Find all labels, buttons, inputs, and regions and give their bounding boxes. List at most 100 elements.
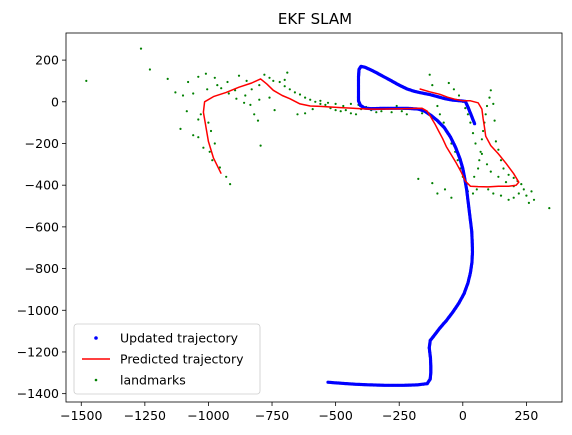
landmark-point xyxy=(268,76,271,79)
y-tick-label: −1200 xyxy=(17,344,59,359)
landmark-point xyxy=(213,76,216,79)
landmark-point xyxy=(208,150,211,153)
landmark-point xyxy=(421,112,424,115)
landmark-point xyxy=(342,104,345,108)
landmark-point xyxy=(226,80,229,84)
legend-item: Predicted trajectory xyxy=(82,352,244,367)
landmark-point xyxy=(311,108,314,111)
landmark-point xyxy=(204,72,207,75)
series-landmarks xyxy=(85,47,551,210)
landmark-point xyxy=(464,107,467,110)
landmark-point xyxy=(502,167,505,170)
landmark-point xyxy=(485,104,489,108)
chart-title: EKF SLAM xyxy=(278,10,352,28)
landmark-point xyxy=(324,103,327,106)
landmark-point xyxy=(447,81,450,85)
landmark-point xyxy=(179,127,182,130)
x-axis-ticks: −1500 −1250 −1000 −750 −500 −250 0 250 xyxy=(60,402,538,423)
legend-label: Updated trajectory xyxy=(120,331,239,346)
landmark-point xyxy=(466,113,469,116)
landmark-point xyxy=(319,102,322,105)
landmark-point xyxy=(479,150,482,153)
landmark-point xyxy=(249,103,252,106)
landmark-point xyxy=(209,129,213,133)
landmark-point xyxy=(245,79,248,82)
landmark-point xyxy=(489,170,492,173)
y-tick-label: 0 xyxy=(51,94,59,109)
legend-label: landmarks xyxy=(120,373,186,388)
series-predicted-trajectory xyxy=(202,78,520,188)
landmark-point xyxy=(286,71,289,74)
landmark-point xyxy=(218,166,221,169)
landmark-point xyxy=(436,104,439,108)
landmark-point xyxy=(288,88,291,91)
landmark-point xyxy=(405,113,408,116)
predicted-trajectory-line xyxy=(202,78,520,188)
landmark-point xyxy=(229,183,232,186)
landmark-point xyxy=(474,142,477,145)
landmark-point xyxy=(309,98,312,101)
y-tick-label: −600 xyxy=(25,219,59,234)
landmark-point xyxy=(428,73,431,76)
landmark-point xyxy=(227,92,230,95)
landmark-point xyxy=(488,96,491,99)
landmark-point xyxy=(202,146,205,149)
x-tick-label: −1500 xyxy=(60,408,102,423)
landmark-point xyxy=(187,80,190,84)
landmark-point xyxy=(296,113,299,116)
y-tick-label: 200 xyxy=(35,53,59,68)
landmark-point xyxy=(493,119,496,122)
landmark-point xyxy=(166,77,169,80)
landmark-point xyxy=(192,92,195,95)
landmark-point xyxy=(207,121,210,124)
landmark-point xyxy=(244,94,247,97)
landmark-point xyxy=(314,100,317,103)
landmark-point xyxy=(181,94,185,97)
landmark-point xyxy=(512,196,515,199)
landmark-point xyxy=(492,102,495,105)
y-tick-label: −800 xyxy=(25,261,59,276)
series-updated-trajectory xyxy=(326,64,477,387)
landmark-point xyxy=(250,88,253,91)
landmark-point xyxy=(512,176,515,179)
landmark-point xyxy=(471,132,475,135)
landmark-point xyxy=(492,192,495,195)
landmark-point xyxy=(278,80,281,84)
landmark-point xyxy=(532,198,536,201)
landmark-point xyxy=(339,110,342,113)
landmark-point xyxy=(456,159,459,162)
landmark-point xyxy=(349,112,352,115)
landmark-point xyxy=(344,109,347,112)
landmark-point xyxy=(283,78,286,81)
landmark-point xyxy=(436,192,439,195)
landmark-point xyxy=(253,113,256,116)
landmark-point xyxy=(293,91,296,94)
landmark-point xyxy=(452,88,455,91)
landmark-point xyxy=(520,183,523,186)
landmark-point xyxy=(206,88,209,91)
landmark-point xyxy=(530,190,533,193)
x-tick-label: −1250 xyxy=(124,408,166,423)
landmark-point xyxy=(304,112,307,115)
landmark-point xyxy=(443,188,447,191)
landmark-point xyxy=(473,175,476,178)
landmark-point xyxy=(225,175,228,178)
landmark-point xyxy=(334,102,337,105)
landmark-point xyxy=(438,113,441,116)
landmark-point xyxy=(475,188,478,191)
y-tick-label: −200 xyxy=(25,136,59,151)
landmark-point xyxy=(237,74,241,77)
landmark-point xyxy=(263,73,266,76)
legend-box xyxy=(73,323,261,395)
landmark-point xyxy=(199,113,202,116)
legend-label: Predicted trajectory xyxy=(120,352,244,367)
landmark-point xyxy=(504,181,508,184)
landmark-point xyxy=(400,110,403,113)
landmark-point xyxy=(471,192,475,195)
landmark-point xyxy=(197,136,200,139)
x-tick-label: −250 xyxy=(382,408,416,423)
landmark-point xyxy=(480,152,483,155)
landmark-point xyxy=(220,87,223,90)
x-tick-label: −500 xyxy=(318,408,352,423)
